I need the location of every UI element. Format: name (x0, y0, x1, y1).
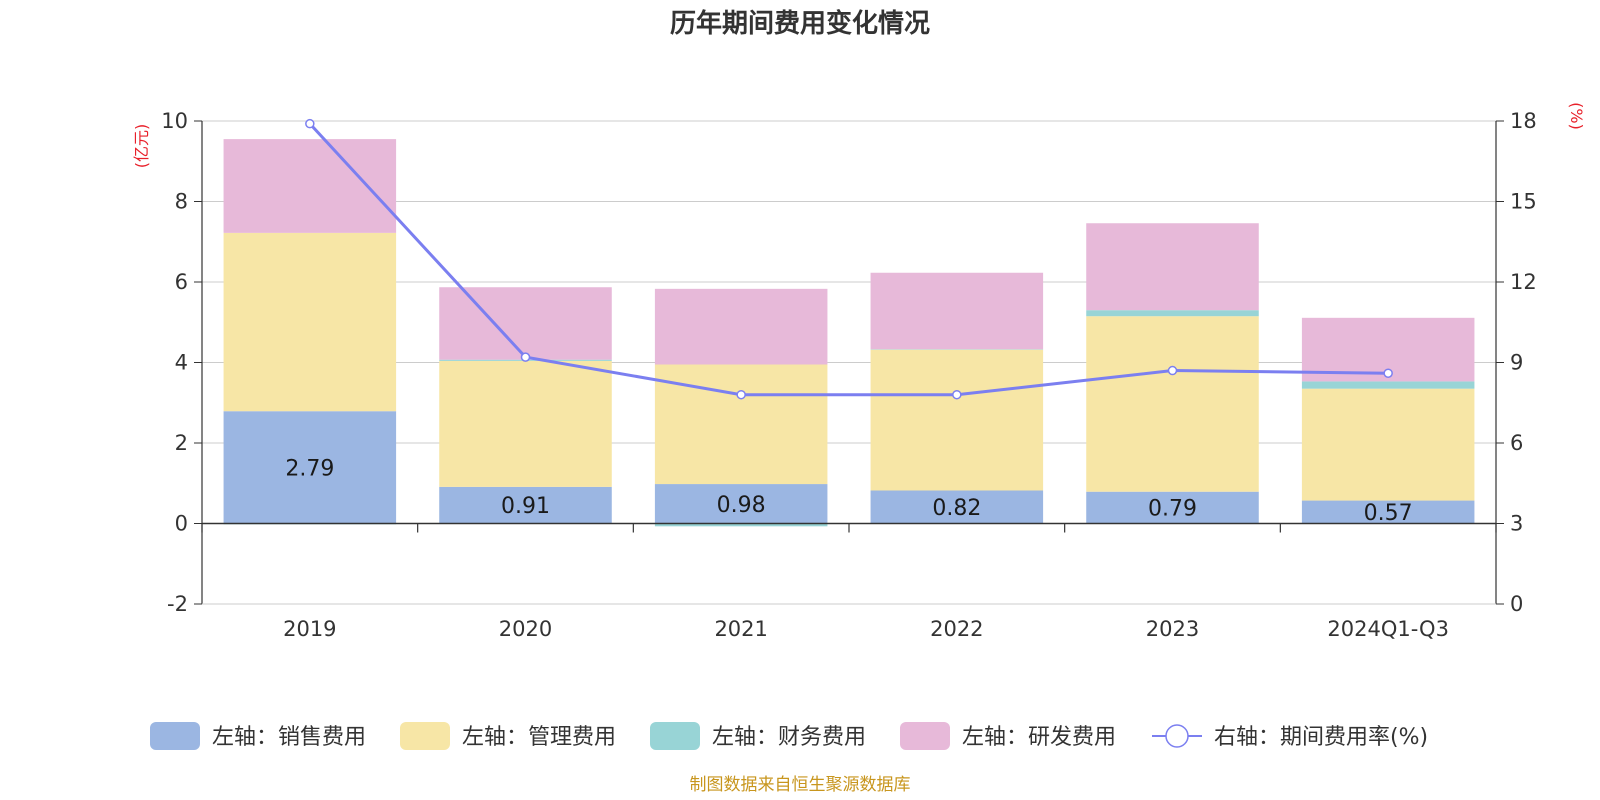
left-tick-label: 10 (161, 109, 188, 133)
bar-2022-0 (870, 490, 1044, 524)
rate-point-2024Q1-Q3 (1383, 368, 1393, 378)
bar-2021-3 (654, 288, 828, 365)
bar-2021-1 (654, 364, 828, 485)
data-label-2019: 2.79 (285, 456, 334, 481)
x-tick-label-2021: 2021 (714, 617, 767, 641)
bar-2023-3 (1086, 223, 1259, 311)
rate-line (305, 118, 1393, 400)
legend-label: 左轴：研发费用 (962, 725, 1116, 750)
bar-2019-3 (223, 139, 397, 233)
left-axis-unit: (亿元) (132, 124, 151, 169)
bar-2021-2 (654, 523, 828, 527)
source-footnote: 制图数据来自恒生聚源数据库 (690, 775, 911, 795)
bar-2020-1 (439, 360, 612, 487)
x-tick-label-2023: 2023 (1146, 617, 1199, 641)
left-tick-label: 6 (175, 270, 188, 294)
legend-swatch (400, 722, 450, 750)
right-axis-unit: (%) (1567, 102, 1586, 130)
left-tick-label: -2 (167, 592, 188, 616)
rate-point-2021 (736, 389, 746, 400)
legend-label: 左轴：销售费用 (212, 725, 366, 750)
left-tick-label: 4 (175, 351, 188, 375)
data-label-2022: 0.82 (932, 496, 981, 521)
legend-swatch (900, 722, 950, 750)
rate-point-2023 (1167, 365, 1178, 376)
right-tick-label: 12 (1510, 270, 1537, 294)
bar-2022-1 (870, 349, 1044, 491)
legend-marker-icon (1165, 724, 1189, 748)
bar-2020-3 (439, 287, 612, 360)
rate-line-path (308, 122, 1389, 397)
rate-point-2020 (520, 352, 531, 362)
bar-2021-0 (654, 484, 828, 524)
right-tick-label: 6 (1510, 431, 1523, 455)
legend-swatch (150, 722, 200, 750)
right-tick-label: 18 (1510, 109, 1537, 133)
axes: -2 0 2 4 6 8 10 0 3 6 9 12 15 18 (亿元) (%) 2019 2020 2021 20… (132, 102, 1586, 641)
legend-swatch (650, 722, 700, 750)
legend-label: 左轴：财务费用 (712, 725, 866, 750)
bar-2023-0 (1086, 491, 1259, 524)
bar-2022-3 (870, 272, 1044, 350)
x-tick-label-2024Q1-Q3: 2024Q1-Q3 (1327, 617, 1449, 641)
left-tick-label: 8 (175, 190, 188, 214)
data-label-2021: 0.98 (717, 493, 766, 518)
chart-title: 历年期间费用变化情况 (670, 8, 930, 39)
left-tick-label: 0 (175, 512, 188, 536)
x-tick-label-2019: 2019 (283, 617, 336, 641)
data-label-2020: 0.91 (501, 494, 550, 519)
right-tick-label: 3 (1510, 512, 1523, 536)
data-label-2024Q1-Q3: 0.57 (1364, 501, 1413, 526)
legend-label: 左轴：管理费用 (462, 725, 616, 750)
right-tick-label: 15 (1510, 190, 1537, 214)
x-tick-label-2020: 2020 (499, 617, 552, 641)
legend: 左轴：销售费用 左轴：管理费用 左轴：财务费用 左轴：研发费用 右轴：期间费用率(%) (150, 722, 1428, 750)
bar-2024Q1-Q3-2 (1301, 381, 1475, 389)
bar-2023-1 (1086, 316, 1259, 492)
rate-point-2022 (952, 389, 962, 400)
bar-2020-0 (439, 486, 612, 524)
bar-2023-2 (1086, 310, 1259, 317)
legend-label: 右轴：期间费用率(%) (1214, 725, 1428, 750)
left-tick-label: 2 (175, 431, 188, 455)
bars (223, 139, 1475, 527)
data-labels: 2.79 0.91 0.98 0.82 0.79 0.57 (285, 456, 1412, 526)
right-tick-label: 0 (1510, 592, 1523, 616)
bar-2019-1 (223, 232, 397, 412)
bar-2019-0 (223, 411, 397, 524)
right-tick-label: 9 (1510, 351, 1523, 375)
bar-2024Q1-Q3-1 (1301, 388, 1475, 501)
rate-point-2019 (305, 118, 315, 129)
bar-2022-2 (870, 349, 1044, 350)
x-tick-label-2022: 2022 (930, 617, 983, 641)
bar-2024Q1-Q3-0 (1301, 500, 1475, 524)
data-label-2023: 0.79 (1148, 497, 1197, 522)
